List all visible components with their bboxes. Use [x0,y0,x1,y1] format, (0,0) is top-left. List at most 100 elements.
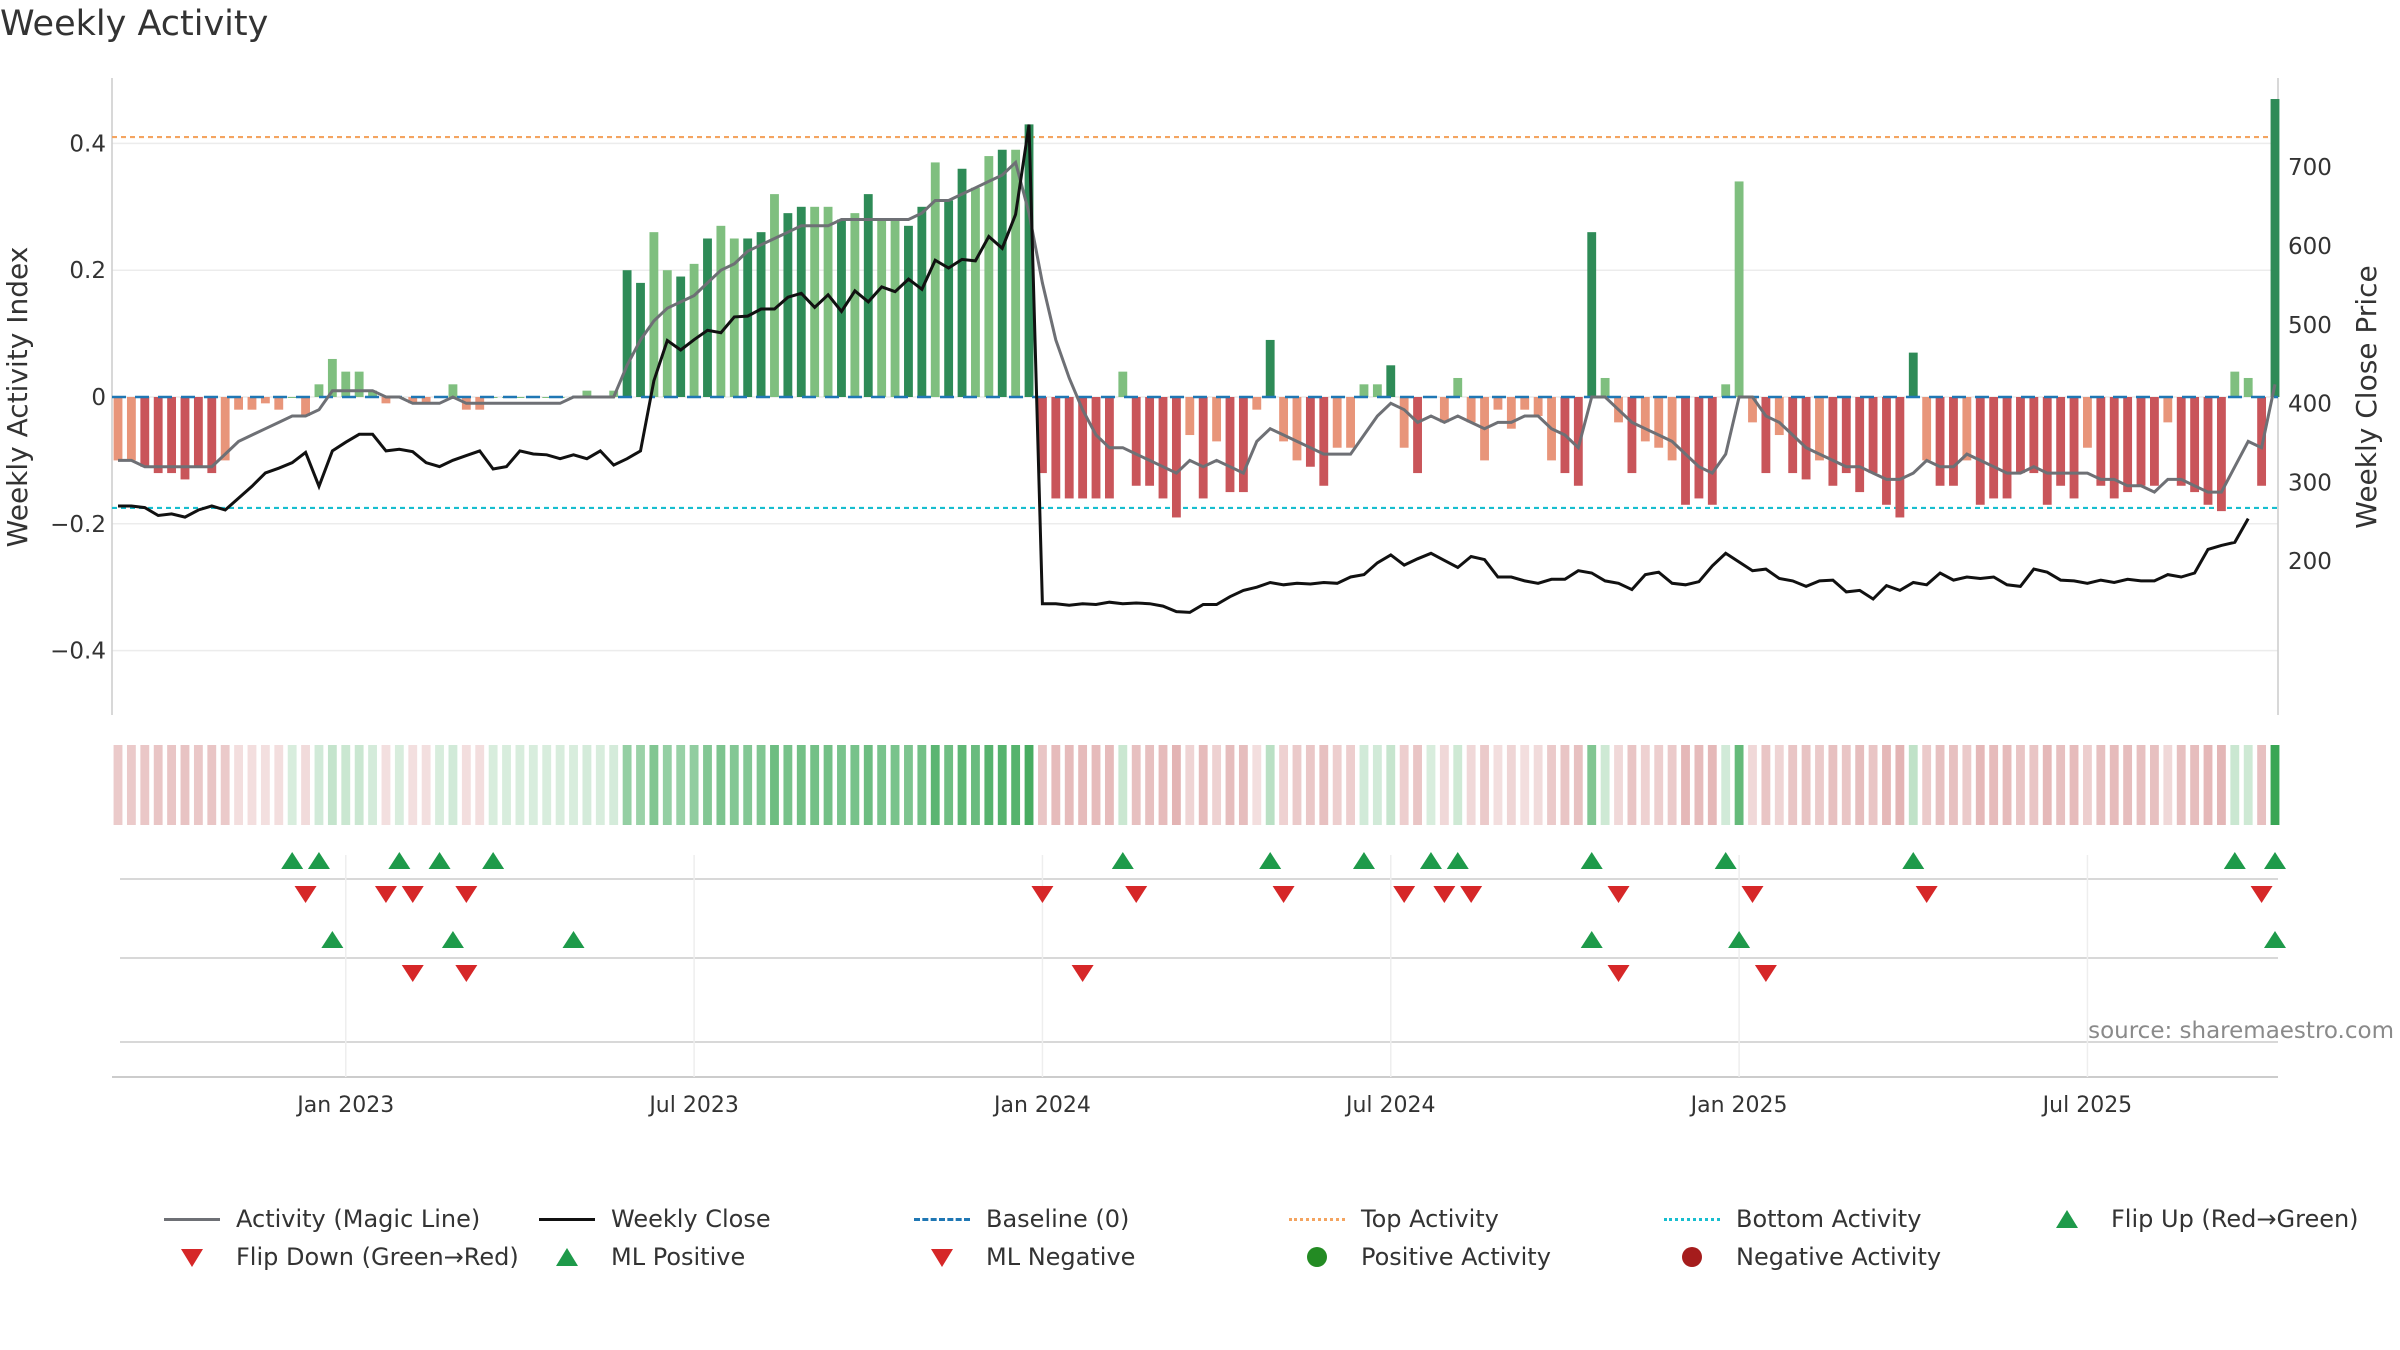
legend-item-flipdown: Flip Down (Green→Red) [160,1243,519,1271]
heat-strip-cell [381,745,391,825]
activity-bar [193,397,203,467]
heat-strip-cell [944,745,954,825]
heat-strip-cell [113,745,123,825]
heat-strip-cell [1493,745,1503,825]
activity-bar [1413,397,1422,474]
heat-strip-cell [2190,745,2200,825]
activity-bar [1064,397,1074,499]
heat-strip-cell [1640,745,1650,825]
activity-bar [1587,232,1597,397]
legend-symbol [160,1209,224,1229]
activity-bar [2123,397,2133,493]
ml-positive-marker [321,931,344,948]
activity-bar [2243,377,2253,397]
heat-strip-cell [301,745,310,825]
activity-bar [1640,397,1650,442]
activity-bar [1466,397,1476,423]
activity-bar [220,397,230,461]
activity-bar [649,232,659,397]
heat-strip-cell [917,745,927,825]
heat-strip-cell [126,745,136,825]
flip-down-marker [1272,886,1295,903]
activity-bar [1078,397,1088,499]
x-tick-label: Jul 2024 [1344,1093,1436,1118]
heat-strip-cell [1801,745,1811,825]
activity-bar [327,358,337,397]
flip-down-marker [1460,886,1483,903]
activity-bar [1118,371,1128,397]
heat-strip-cell [1024,745,1034,825]
heat-strip-cell [2042,745,2052,825]
heat-strip-cell [1882,745,1891,825]
y2-tick-label: 300 [2288,470,2332,496]
activity-bar [1225,397,1235,493]
activity-bar [1935,397,1945,486]
x-tick-label: Jul 2023 [647,1093,739,1118]
heat-strip-cell [716,745,726,825]
legend-label: Positive Activity [1361,1243,1551,1271]
legend-label: ML Positive [611,1243,746,1271]
heat-strip-cell [555,745,565,825]
heat-strip-cell [394,745,404,825]
heat-strip-cell [1614,745,1623,825]
activity-bar [930,162,940,397]
x-tick-label: Jan 2025 [1689,1093,1788,1118]
activity-bar [247,397,257,410]
heat-strip-cell [1600,745,1610,825]
heat-strip-cell [1212,745,1222,825]
activity-bar [2216,397,2226,512]
heat-strip-cell [1734,745,1744,825]
heat-strip-cell [1761,745,1771,825]
activity-bar [381,397,391,404]
heat-strip-cell [1935,745,1945,825]
flip-up-marker [1419,852,1442,869]
activity-bar [1238,397,1248,493]
activity-bar [783,213,793,397]
heat-strip-cell [2096,745,2106,825]
heat-strip-cell [1908,745,1918,825]
heat-strip-cell [408,745,418,825]
weekly-close-line [118,124,2250,614]
heat-strip-cell [1386,745,1396,825]
heat-strip-cell [796,745,806,825]
activity-bar [341,371,351,397]
flip-down-marker [294,886,317,903]
activity-bar [863,194,873,397]
activity-bar [944,200,954,397]
legend-item-mlpos: ML Positive [535,1243,745,1271]
legend-label: Top Activity [1361,1205,1499,1233]
activity-bar [274,397,284,410]
activity-bar [1908,352,1918,397]
legend-item-mlneg: ML Negative [910,1243,1135,1271]
heat-strip-cell [220,745,230,825]
activity-bar [2016,397,2025,474]
heat-strip-cell [1064,745,1074,825]
magic-line [118,159,2277,494]
heat-strip-cell [1480,745,1489,825]
activity-bar [421,397,431,404]
activity-bar [1707,397,1717,505]
activity-bar [796,206,806,397]
activity-bar [180,397,190,480]
heat-strip-cell [582,745,592,825]
activity-bar [689,263,699,397]
heat-strip-cell [502,745,511,825]
legend-item-negact: Negative Activity [1660,1243,1941,1271]
activity-bar [1841,397,1851,474]
ml-negative-marker [1071,965,1094,982]
heat-strip-cell [1011,745,1021,825]
heat-strip-cell [1078,745,1088,825]
flip-up-marker [1352,852,1375,869]
heat-strip-cell [1145,745,1155,825]
legend-item-bottom: Bottom Activity [1660,1205,1921,1233]
heat-strip-cell [837,745,846,825]
activity-bar [1962,397,1972,461]
activity-bar [837,219,846,397]
heat-strip-cell [1627,745,1637,825]
heat-strip-cell [703,745,712,825]
legend-label: ML Negative [986,1243,1136,1271]
heat-strip-cell [193,745,203,825]
heat-strip-cell [1975,745,1985,825]
flip-up-marker [281,852,304,869]
heat-strip-cell [475,745,485,825]
